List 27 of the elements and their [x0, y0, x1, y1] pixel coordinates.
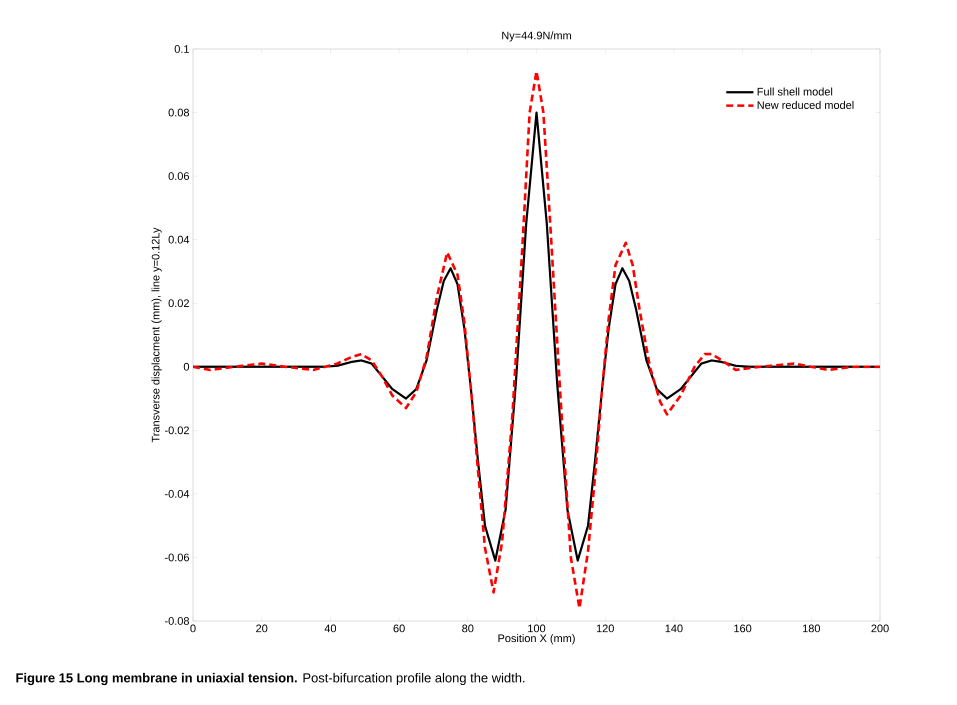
y-tick-label: 0.1: [174, 45, 189, 53]
x-tick-label: 200: [871, 624, 889, 632]
y-tick-label: 0.04: [168, 236, 190, 244]
x-tick-label: 80: [462, 624, 474, 632]
x-tick-label: 140: [666, 624, 683, 632]
y-tick-label: 0.08: [168, 108, 189, 116]
y-tick-label: -0.08: [164, 617, 189, 625]
x-axis-title: Position X (mm): [498, 634, 575, 644]
x-tick-label: 120: [596, 624, 614, 632]
x-tick-label: 60: [394, 624, 405, 632]
x-tick-label: 40: [324, 624, 336, 632]
y-tick-label: 0.06: [168, 172, 189, 180]
x-tick-label: 0: [190, 624, 196, 632]
x-tick-label: 180: [802, 624, 820, 632]
y-tick-label: 0: [184, 362, 190, 371]
legend-label: Full shell model: [758, 88, 832, 96]
chart-title: Ny=44.9N/mm: [502, 31, 571, 42]
x-tick-label: 20: [256, 624, 268, 632]
legend-label: New reduced model: [758, 100, 854, 109]
y-tick-label: -0.02: [164, 426, 189, 434]
x-tick-label: 160: [734, 624, 752, 632]
y-tick-label: -0.06: [164, 554, 189, 562]
y-tick-label: -0.04: [164, 490, 190, 498]
x-tick-label: 100: [528, 624, 546, 632]
y-axis-title: Transverse displacment (mm), line y=0.12Ly: [151, 227, 162, 442]
text: Figure 15 Long membrane in uniaxial tension. Post-bifurcation profile along the width.: [16, 672, 524, 686]
y-tick-label: 0.02: [168, 299, 189, 308]
